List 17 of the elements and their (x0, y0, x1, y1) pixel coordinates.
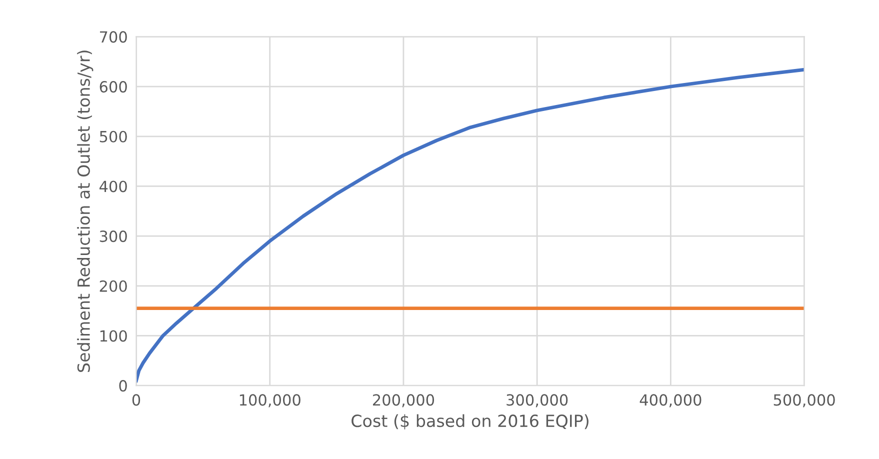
y-tick-label: 600 (100, 81, 127, 93)
y-tick-label: 700 (100, 31, 127, 43)
y-tick-label: 400 (99, 180, 127, 192)
x-tick-label: 500,000 (774, 394, 835, 408)
line-series (136, 68, 804, 382)
x-axis-title: Cost ($ based on 2016 EQIP) (352, 414, 588, 430)
y-tick-label: 100 (100, 330, 127, 342)
x-tick-label: 300,000 (506, 394, 568, 408)
y-tick-label: 500 (100, 130, 127, 142)
y-tick-label: 0 (119, 380, 127, 392)
x-tick-label: 200,000 (372, 394, 434, 408)
y-axis-title: Sediment Reduction at Outlet (tons/yr) (77, 50, 94, 372)
y-tick-label: 300 (100, 230, 127, 242)
x-tick-label: 100,000 (240, 394, 300, 408)
x-tick-label: 400,000 (640, 394, 702, 408)
x-tick-label: 0 (132, 394, 140, 406)
y-tick-label: 200 (100, 280, 127, 292)
